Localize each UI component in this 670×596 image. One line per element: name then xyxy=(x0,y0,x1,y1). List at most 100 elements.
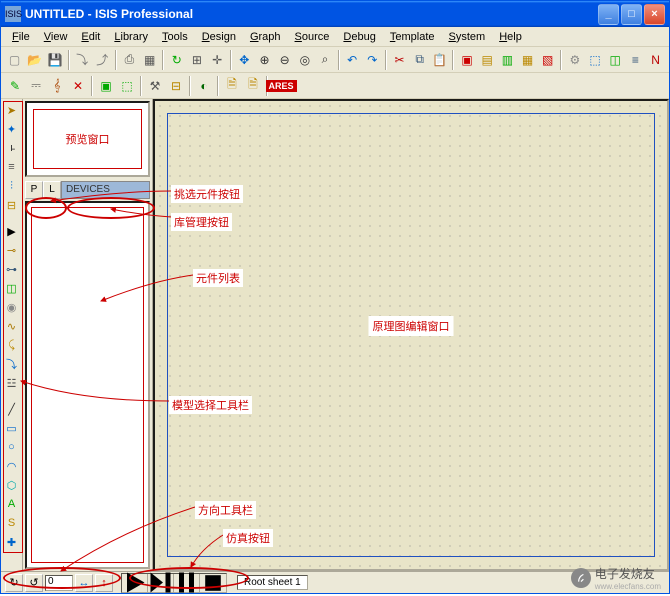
grid-icon[interactable]: ⊞ xyxy=(187,50,206,70)
instrument-icon[interactable]: ☳ xyxy=(3,374,21,392)
refresh-icon[interactable]: ↻ xyxy=(167,50,186,70)
menu-design[interactable]: Design xyxy=(195,29,243,45)
report1-icon[interactable]: 🗎 xyxy=(222,76,242,96)
search-icon[interactable]: ✕ xyxy=(68,76,88,96)
selection-icon[interactable]: ▶ xyxy=(3,222,21,240)
rotate-cw-button[interactable]: ↻ xyxy=(5,574,23,592)
menu-help[interactable]: Help xyxy=(492,29,529,45)
tape-icon[interactable]: ◉ xyxy=(3,298,21,316)
marker-icon[interactable]: ✚ xyxy=(3,533,21,551)
tool4-icon[interactable]: ≡ xyxy=(626,50,645,70)
copy-icon[interactable]: ⧉ xyxy=(410,50,429,70)
undo-icon[interactable]: ↶ xyxy=(343,50,362,70)
symbol-icon[interactable]: S xyxy=(3,514,21,532)
probe-i-icon[interactable]: ⤵ xyxy=(3,355,21,373)
stop-button[interactable] xyxy=(200,574,226,592)
play-button[interactable] xyxy=(122,574,148,592)
probe-v-icon[interactable]: ⤹ xyxy=(3,336,21,354)
devices-label: DEVICES xyxy=(61,181,150,199)
arc-icon[interactable]: ◠ xyxy=(3,457,21,475)
text-icon[interactable]: A xyxy=(3,495,21,513)
tool1-icon[interactable]: ⚙ xyxy=(565,50,584,70)
tracks-icon[interactable]: 𝄞 xyxy=(47,76,67,96)
menu-tools[interactable]: Tools xyxy=(155,29,195,45)
pause-button[interactable] xyxy=(174,574,200,592)
tool5-icon[interactable]: N xyxy=(646,50,665,70)
menu-debug[interactable]: Debug xyxy=(336,29,382,45)
redo-icon[interactable]: ↷ xyxy=(363,50,382,70)
tool3-icon[interactable]: ◫ xyxy=(606,50,625,70)
graph-icon[interactable]: ◫ xyxy=(3,279,21,297)
zoom-out-icon[interactable]: ⊖ xyxy=(275,50,294,70)
area-icon[interactable]: ▦ xyxy=(140,50,159,70)
menu-edit[interactable]: Edit xyxy=(74,29,107,45)
block3-icon[interactable]: ▥ xyxy=(498,50,517,70)
block1-icon[interactable]: ▣ xyxy=(457,50,476,70)
decomp-icon[interactable]: ⊟ xyxy=(166,76,186,96)
cut-icon[interactable]: ✂ xyxy=(390,50,409,70)
tool2-icon[interactable]: ⬚ xyxy=(585,50,604,70)
box-icon[interactable]: ▭ xyxy=(3,419,21,437)
zoom-in-icon[interactable]: ⊕ xyxy=(255,50,274,70)
block2-icon[interactable]: ▤ xyxy=(478,50,497,70)
rotate-ccw-button[interactable]: ↺ xyxy=(25,574,43,592)
path-icon[interactable]: ⬡ xyxy=(3,476,21,494)
terminal-icon[interactable]: ⊸ xyxy=(3,241,21,259)
pin-icon[interactable]: ⊶ xyxy=(3,260,21,278)
generator-icon[interactable]: ∿ xyxy=(3,317,21,335)
pick-device-button[interactable]: P xyxy=(25,181,43,199)
paste-icon[interactable]: 📋 xyxy=(430,50,449,70)
mirror-v-button[interactable]: ↕ xyxy=(95,574,113,592)
annot-pick-component: 挑选元件按钮 xyxy=(171,185,243,203)
menu-library[interactable]: Library xyxy=(107,29,155,45)
maximize-button[interactable]: □ xyxy=(621,4,642,25)
menu-graph[interactable]: Graph xyxy=(243,29,288,45)
ares-icon[interactable]: ARES xyxy=(271,76,291,96)
menu-view[interactable]: View xyxy=(37,29,75,45)
minimize-button[interactable]: _ xyxy=(598,4,619,25)
toggle-icon[interactable]: ◐ xyxy=(194,76,214,96)
menu-system[interactable]: System xyxy=(442,29,493,45)
label-icon[interactable]: ı̵ xyxy=(3,139,21,157)
bus-icon[interactable]: ⫶ xyxy=(3,177,21,195)
toolbar-separator xyxy=(140,76,142,96)
statusbar: ↻ ↺ 0 ↔ ↕ Root sheet 1 xyxy=(1,571,669,593)
junction-icon[interactable]: ✦ xyxy=(3,120,21,138)
print-icon[interactable]: ⎙ xyxy=(120,50,139,70)
make-icon[interactable]: ⬚ xyxy=(117,76,137,96)
script-icon[interactable]: ≡ xyxy=(3,158,21,176)
pkg-icon[interactable]: ⚒ xyxy=(145,76,165,96)
report2-icon[interactable]: 🗎 xyxy=(243,76,263,96)
line-icon[interactable]: ╱ xyxy=(3,400,21,418)
zoom-all-icon[interactable]: ◎ xyxy=(295,50,314,70)
annot-component-list: 元件列表 xyxy=(193,269,243,287)
zoom-area-icon[interactable]: ⌕ xyxy=(315,50,334,70)
subcircuit-icon[interactable]: ⊟ xyxy=(3,196,21,214)
prop-icon[interactable]: ▣ xyxy=(96,76,116,96)
toolbar-row-1: ▢📂💾⤵⤴⎙▦↻⊞✛✥⊕⊖◎⌕↶↷✂⧉📋▣▤▥▦▧⚙⬚◫≡N xyxy=(1,47,669,73)
save-icon[interactable]: 💾 xyxy=(45,50,64,70)
menu-source[interactable]: Source xyxy=(288,29,337,45)
schematic-canvas[interactable]: 原理图编辑窗口 xyxy=(155,101,667,569)
close-button[interactable]: × xyxy=(644,4,665,25)
device-list[interactable] xyxy=(25,201,150,569)
edit-icon[interactable]: ✎ xyxy=(5,76,25,96)
center-icon[interactable]: ✥ xyxy=(235,50,254,70)
block5-icon[interactable]: ▧ xyxy=(538,50,557,70)
menu-template[interactable]: Template xyxy=(383,29,442,45)
annot-lib-manage: 库管理按钮 xyxy=(171,213,232,231)
import-icon[interactable]: ⤵ xyxy=(73,50,92,70)
menu-file[interactable]: File xyxy=(5,29,37,45)
origin-icon[interactable]: ✛ xyxy=(208,50,227,70)
wire-icon[interactable]: ⎓ xyxy=(26,76,46,96)
open-file-icon[interactable]: 📂 xyxy=(25,50,44,70)
export-icon[interactable]: ⤴ xyxy=(93,50,112,70)
mirror-h-button[interactable]: ↔ xyxy=(75,574,93,592)
library-button[interactable]: L xyxy=(43,181,61,199)
new-file-icon[interactable]: ▢ xyxy=(5,50,24,70)
component-mode-icon[interactable]: ➤ xyxy=(3,101,21,119)
block4-icon[interactable]: ▦ xyxy=(518,50,537,70)
rotation-input[interactable]: 0 xyxy=(45,575,73,591)
circle-icon[interactable]: ○ xyxy=(3,438,21,456)
step-button[interactable] xyxy=(148,574,174,592)
